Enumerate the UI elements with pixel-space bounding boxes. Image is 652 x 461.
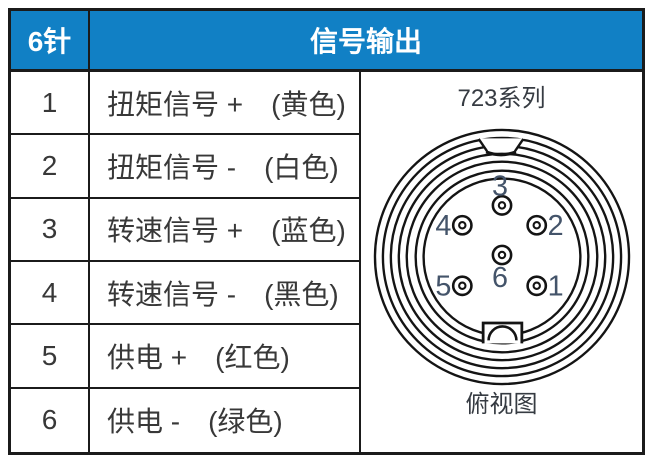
- pin-number-cell: 3: [11, 198, 90, 262]
- pin-4: [451, 214, 473, 236]
- pin-number-cell: 1: [11, 72, 90, 136]
- signal-cell: 供电 - (绿色): [90, 388, 361, 452]
- pin-label-4: 4: [435, 210, 451, 242]
- pin-label-1: 1: [547, 271, 563, 303]
- top-keyway-notch: [477, 138, 524, 157]
- pin-label-3: 3: [492, 170, 508, 202]
- series-title: 723系列: [457, 85, 546, 112]
- connector-diagram-cell: 723系列: [361, 72, 642, 452]
- connector-rings: [373, 128, 630, 386]
- pin-6: [491, 244, 512, 266]
- connector-top-view-diagram: 3 4 2 6 5 1: [373, 128, 630, 386]
- bottom-keyway: [481, 321, 523, 344]
- top-view-caption: 俯视图: [465, 391, 538, 418]
- signal-cell: 转速信号 - (黑色): [90, 261, 361, 326]
- pin-number-cell: 4: [11, 261, 90, 326]
- pin-label-2: 2: [547, 210, 563, 242]
- pin-number-cell: 6: [11, 388, 90, 452]
- signal-cell: 扭矩信号 - (白色): [90, 135, 361, 199]
- pin-2: [525, 214, 547, 236]
- pin-number-cell: 5: [11, 325, 90, 389]
- pin-label-5: 5: [435, 271, 451, 303]
- header-signal-output: 信号输出: [90, 11, 642, 72]
- header-pin-count: 6针: [11, 11, 90, 72]
- signal-cell: 转速信号 + (蓝色): [90, 198, 361, 262]
- pinout-table: 6针 信号输出 1 扭矩信号 + (黄色) 2 扭矩信号 - (白色) 3 转速…: [8, 8, 645, 455]
- pin-5: [451, 275, 473, 297]
- pin-label-6: 6: [492, 262, 508, 294]
- pin-3: [491, 194, 512, 216]
- signal-cell: 供电 + (红色): [90, 325, 361, 389]
- pin-1: [525, 275, 547, 297]
- pin-number-cell: 2: [11, 135, 90, 199]
- signal-cell: 扭矩信号 + (黄色): [90, 72, 361, 136]
